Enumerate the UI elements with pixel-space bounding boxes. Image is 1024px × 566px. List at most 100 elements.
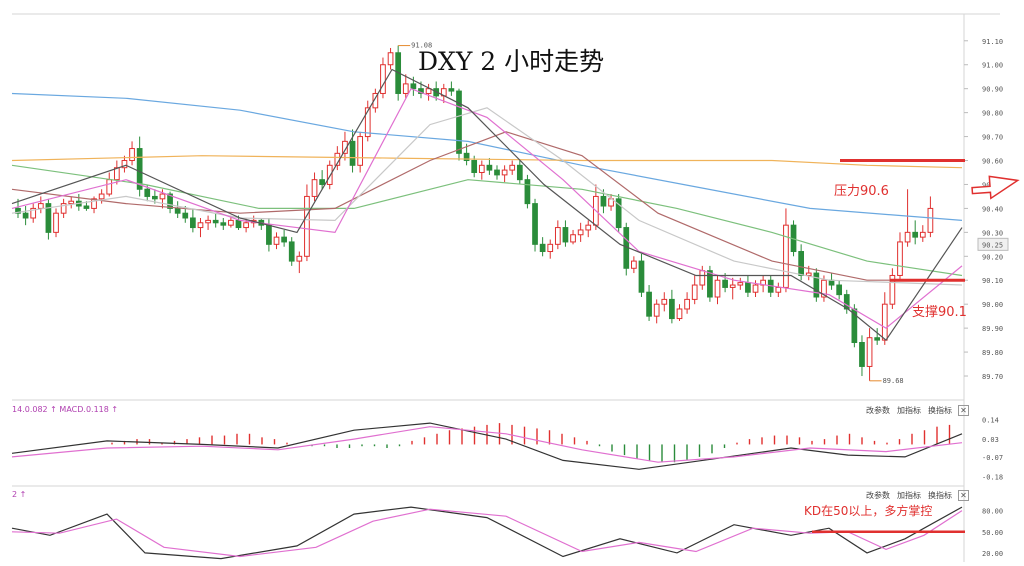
candle-body (532, 203, 538, 245)
candle-body (182, 212, 189, 219)
candle-body (463, 152, 470, 162)
macd-dea-line (11, 426, 963, 463)
candle-body (159, 193, 166, 200)
candle-body (722, 279, 728, 288)
candle-body (364, 107, 371, 138)
candle-body (600, 195, 607, 207)
candle-body (144, 188, 151, 197)
candle-body (91, 198, 97, 209)
candle-body (45, 203, 52, 233)
candle-body (501, 169, 508, 176)
candle-body (152, 195, 158, 200)
ma-dark-line (11, 68, 963, 341)
candle-body (859, 342, 865, 367)
candle-body (228, 219, 234, 226)
support-label: 支撑90.1 (912, 305, 967, 320)
candle-body (60, 203, 67, 214)
ma-green-line (11, 164, 963, 277)
candle-body (129, 148, 135, 162)
candle-body (494, 169, 500, 176)
price-tick-label: 89.70 (982, 373, 1003, 381)
candle-body (843, 294, 850, 310)
candle-body (372, 92, 379, 109)
kd-add-indicator-button[interactable]: 加指标 (897, 491, 921, 500)
candle-body (220, 222, 227, 226)
macd-switch-indicator-button[interactable]: 换指标 (928, 406, 952, 415)
candle-body (319, 179, 325, 185)
macd-add-indicator-button[interactable]: 加指标 (897, 406, 921, 415)
candle-body (456, 90, 462, 154)
candle-body (821, 279, 827, 298)
candle-body (661, 298, 668, 305)
candle-body (402, 83, 409, 94)
price-tick-label: 90.00 (982, 301, 1003, 309)
ma-blue-line (11, 92, 963, 221)
candle-body (471, 160, 478, 173)
candle-body (167, 193, 173, 209)
macd-dif-line (11, 422, 963, 470)
kd-change-params-button[interactable]: 改参数 (866, 491, 890, 500)
ma-brown-line (11, 131, 962, 281)
price-tick-label: 90.30 (982, 229, 1003, 237)
candle-body (737, 282, 744, 286)
candle-body (554, 227, 561, 245)
ma-grey-line (11, 107, 963, 286)
candle-body (235, 219, 242, 229)
candle-body (448, 88, 455, 92)
candle-body (304, 195, 310, 257)
candle-body (349, 140, 356, 166)
candle-body (121, 160, 128, 169)
candle-body (410, 83, 417, 90)
candle-body (486, 164, 493, 171)
candle-body (729, 284, 736, 288)
macd-tick-label: -0.07 (982, 454, 1003, 462)
price-tick-label: 90.60 (982, 158, 1003, 166)
candle-body (113, 167, 120, 181)
candle-body (212, 219, 219, 224)
candle-body (205, 219, 211, 224)
ma-pink-line (11, 87, 963, 329)
candle-body (524, 179, 531, 205)
macd-change-params-button[interactable]: 改参数 (866, 406, 890, 415)
low-marker-label: 89.68 (883, 377, 904, 385)
kd-close-icon[interactable]: ✕ (958, 490, 969, 501)
candle-body (646, 291, 652, 317)
candle-body (577, 229, 584, 236)
right-outline-arrow-icon (971, 175, 1020, 200)
candle-body (745, 282, 751, 293)
candle-body (691, 284, 698, 300)
candle-body (342, 140, 348, 154)
kd-switch-indicator-button[interactable]: 换指标 (928, 491, 952, 500)
candle-body (478, 164, 485, 173)
candle-body (425, 88, 432, 94)
candle-body (897, 241, 903, 276)
macd-tick-label: 0.03 (982, 436, 999, 444)
kd-d-line (11, 508, 963, 558)
ma-orange-line (11, 155, 963, 169)
kd-tick-label: 80.00 (982, 508, 1003, 516)
candle-body (836, 284, 843, 296)
candle-body (927, 207, 934, 233)
candle-body (631, 260, 637, 269)
candle-body (828, 279, 835, 286)
price-tick-label: 90.90 (982, 86, 1003, 94)
candle-body (707, 270, 713, 298)
candle-body (197, 222, 204, 229)
macd-close-icon[interactable]: ✕ (958, 405, 969, 416)
chart-title: DXY 2 小时走势 (418, 47, 605, 76)
candle-body (190, 217, 196, 229)
candle-body (889, 274, 896, 305)
candle-body (752, 284, 759, 293)
candle-body (296, 255, 303, 262)
candle-body (37, 203, 44, 209)
candle-body (904, 231, 911, 243)
candle-body (547, 243, 554, 253)
candle-body (638, 260, 645, 293)
candle-body (684, 298, 690, 310)
candle-body (387, 52, 394, 66)
candle-body (326, 164, 333, 185)
candle-body (357, 136, 364, 166)
macd-tick-label: -0.18 (982, 473, 1003, 481)
candle-body (881, 303, 888, 341)
